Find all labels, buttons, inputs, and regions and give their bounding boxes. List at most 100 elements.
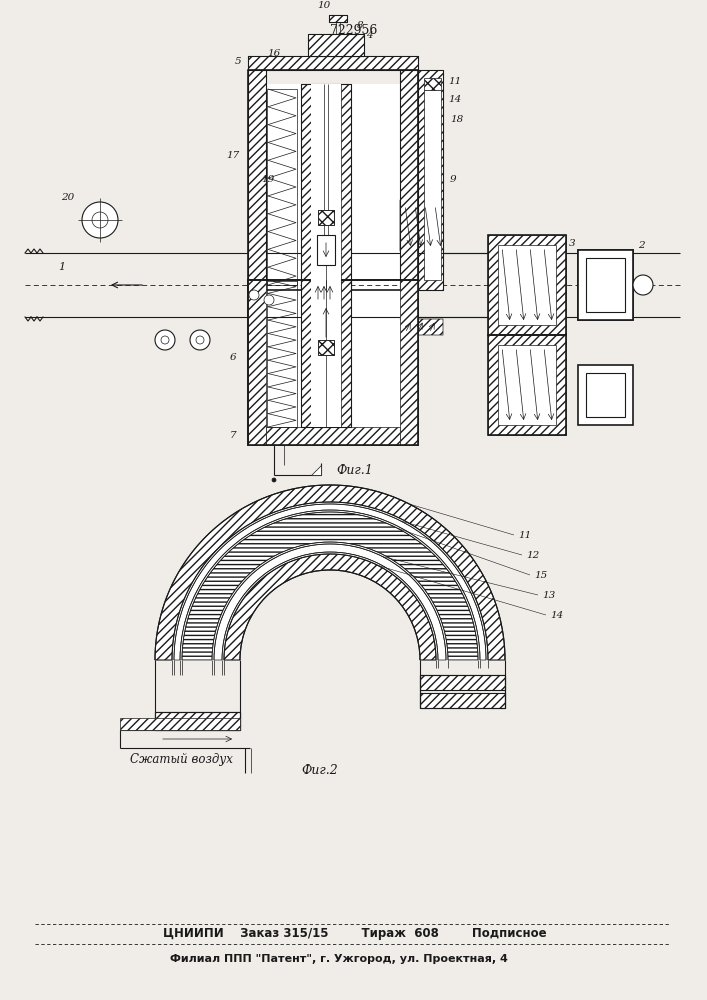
Circle shape [92,212,108,228]
Bar [266,427,400,445]
Bar [329,15,347,22]
Text: 2: 2 [638,240,644,249]
Polygon shape [155,485,505,660]
Bar [308,34,364,56]
Bar [248,280,266,445]
Bar [266,280,400,427]
Bar [318,340,334,355]
Bar [488,235,566,335]
Bar [498,245,556,325]
Bar [301,280,351,427]
Bar [420,693,505,708]
Bar [301,84,311,290]
Bar [488,335,566,435]
Text: 16: 16 [267,49,281,58]
Bar [586,258,625,312]
Circle shape [633,275,653,295]
Text: 3: 3 [568,238,575,247]
Bar [318,340,334,355]
Text: 14: 14 [550,610,563,619]
Bar [248,70,266,290]
Text: Сжатый воздух: Сжатый воздух [130,754,233,766]
Bar [301,84,351,290]
Bar [420,675,505,708]
Bar [586,373,625,417]
Text: 1: 1 [59,262,66,272]
Bar [308,34,364,56]
Text: 15: 15 [534,570,547,580]
Circle shape [161,336,169,344]
Text: 18: 18 [450,115,464,124]
Bar [418,70,443,290]
Bar [155,712,240,730]
Bar [317,235,335,265]
Bar [400,280,418,445]
Bar [400,70,418,290]
Circle shape [249,290,259,300]
Bar [248,70,418,290]
Bar [329,15,347,22]
Bar [418,70,443,290]
Text: 17: 17 [226,150,240,159]
Polygon shape [400,319,443,335]
Bar [318,210,334,225]
Circle shape [155,330,175,350]
Polygon shape [214,544,446,660]
Text: 8: 8 [357,21,363,30]
Bar [311,280,341,427]
Bar [488,335,566,435]
Text: ЦНИИПИ    Заказ 315/15        Тираж  608        Подписное: ЦНИИПИ Заказ 315/15 Тираж 608 Подписное [163,928,547,940]
Bar [424,78,441,90]
Bar [498,345,556,425]
Text: 6: 6 [230,354,236,362]
Text: 11: 11 [448,78,462,87]
Text: 722956: 722956 [330,23,378,36]
Text: 13: 13 [542,590,555,599]
Bar [267,89,297,285]
Polygon shape [174,504,486,660]
Circle shape [190,330,210,350]
Text: Филиал ППП "Патент", г. Ужгород, ул. Проектная, 4: Филиал ППП "Патент", г. Ужгород, ул. Про… [170,954,508,964]
Text: 10: 10 [317,1,331,10]
Text: 7: 7 [230,430,236,440]
Bar [311,84,341,290]
Bar [318,210,334,225]
Bar [301,280,311,427]
Polygon shape [224,554,436,660]
Polygon shape [400,200,443,251]
Text: Фиг.1: Фиг.1 [337,464,373,477]
Bar [248,280,418,445]
Bar [341,280,351,427]
Text: 12: 12 [526,550,539,560]
Text: 9: 9 [450,176,456,184]
Bar [420,675,505,690]
Text: 4: 4 [366,31,373,40]
Bar [155,712,240,730]
Circle shape [264,295,274,305]
Bar [120,718,240,730]
Circle shape [272,478,276,482]
Bar [578,250,633,320]
Bar [578,250,633,320]
Bar [400,70,418,290]
Bar [341,84,351,290]
Bar [488,235,566,335]
Bar [248,56,418,70]
Text: 19: 19 [262,176,274,184]
Circle shape [82,202,118,238]
Polygon shape [311,465,321,475]
Circle shape [196,336,204,344]
Bar [266,84,400,290]
Bar [578,365,633,425]
Bar [586,258,625,312]
Text: 11: 11 [518,530,531,540]
Bar [248,70,266,290]
Bar [248,280,418,445]
Bar [424,90,441,280]
Text: 20: 20 [62,194,75,202]
Text: 14: 14 [448,96,462,104]
Bar [267,281,297,427]
Polygon shape [182,512,478,660]
Text: Фиг.2: Фиг.2 [302,764,339,776]
Text: 5: 5 [235,57,241,66]
